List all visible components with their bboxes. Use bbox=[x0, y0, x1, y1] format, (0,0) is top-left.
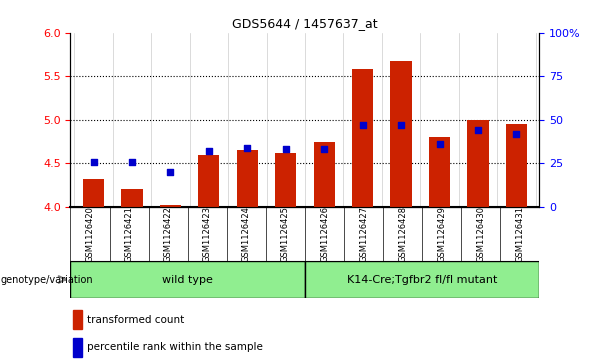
Text: GSM1126422: GSM1126422 bbox=[164, 206, 173, 262]
Bar bbox=[467, 120, 489, 207]
Text: percentile rank within the sample: percentile rank within the sample bbox=[87, 342, 263, 352]
Point bbox=[89, 159, 99, 164]
Text: GSM1126431: GSM1126431 bbox=[516, 206, 524, 262]
Point bbox=[127, 159, 137, 164]
Text: wild type: wild type bbox=[162, 274, 213, 285]
Text: GSM1126430: GSM1126430 bbox=[476, 206, 485, 262]
Text: GSM1126426: GSM1126426 bbox=[320, 206, 329, 262]
Point bbox=[242, 145, 252, 151]
Title: GDS5644 / 1457637_at: GDS5644 / 1457637_at bbox=[232, 17, 378, 30]
Point bbox=[166, 169, 175, 175]
Bar bbox=[73, 338, 82, 356]
Point bbox=[204, 148, 214, 154]
Bar bbox=[305, 261, 539, 298]
Bar bbox=[198, 155, 219, 207]
Text: GSM1126423: GSM1126423 bbox=[203, 206, 211, 262]
Point bbox=[358, 122, 368, 128]
Bar bbox=[352, 69, 373, 207]
Text: GSM1126424: GSM1126424 bbox=[242, 206, 251, 262]
Text: transformed count: transformed count bbox=[87, 315, 184, 325]
Point bbox=[511, 131, 521, 136]
Text: GSM1126429: GSM1126429 bbox=[437, 206, 446, 262]
Bar bbox=[275, 153, 296, 207]
Text: GSM1126428: GSM1126428 bbox=[398, 206, 407, 262]
Bar bbox=[83, 179, 104, 207]
Point bbox=[396, 122, 406, 128]
Text: genotype/variation: genotype/variation bbox=[1, 274, 93, 285]
Bar bbox=[429, 137, 450, 207]
Text: GSM1126421: GSM1126421 bbox=[124, 206, 134, 262]
Text: GSM1126425: GSM1126425 bbox=[281, 206, 290, 262]
Point bbox=[473, 127, 483, 133]
Bar bbox=[73, 310, 82, 330]
Point bbox=[281, 147, 291, 152]
Text: GSM1126427: GSM1126427 bbox=[359, 206, 368, 262]
Point bbox=[319, 147, 329, 152]
Bar bbox=[121, 189, 143, 207]
Bar bbox=[314, 142, 335, 207]
Point bbox=[435, 141, 444, 147]
Text: GSM1126420: GSM1126420 bbox=[86, 206, 94, 262]
Text: K14-Cre;Tgfbr2 fl/fl mutant: K14-Cre;Tgfbr2 fl/fl mutant bbox=[347, 274, 497, 285]
Bar bbox=[70, 261, 305, 298]
Bar bbox=[237, 150, 258, 207]
Bar bbox=[160, 205, 181, 207]
Bar bbox=[506, 124, 527, 207]
Bar bbox=[390, 61, 412, 207]
